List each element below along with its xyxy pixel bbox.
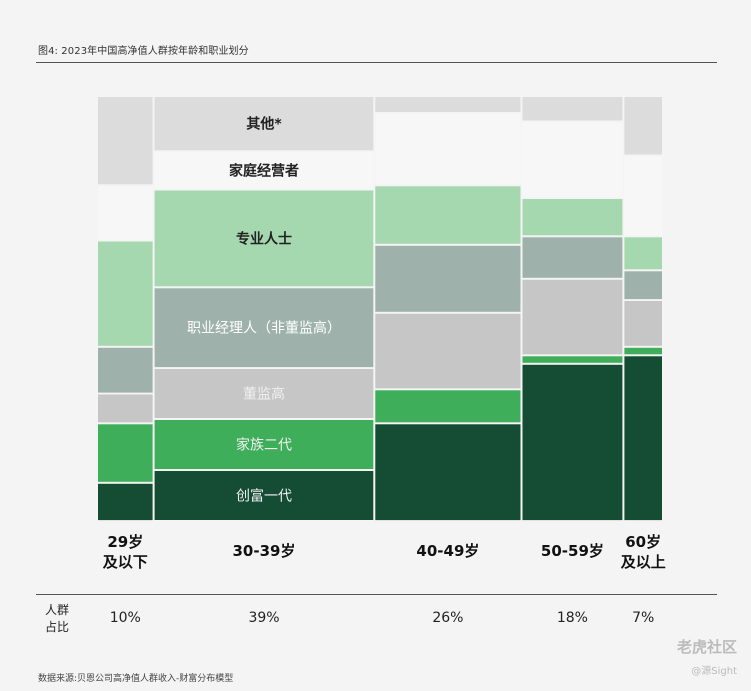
category-label-2: 40-49岁 [416,542,479,560]
segment-label-职业经理人（非董监高）: 职业经理人（非董监高） [187,320,341,337]
segment-label-家族二代: 家族二代 [236,437,292,454]
population-share-0: 10% [110,610,141,626]
title-rule [36,62,717,63]
category-label-0: 29岁 [107,533,143,551]
category-label-4: 60岁 [625,533,661,551]
segment-0-家族二代 [98,424,153,482]
segment-0-专业人士 [98,241,153,346]
population-share-label: 人群占比 [44,603,69,634]
segment-label-董监高: 董监高 [243,386,285,403]
segment-4-专业人士 [624,237,662,270]
segment-3-董监高 [522,279,623,355]
segment-4-家庭经营者 [624,156,662,236]
segment-1-家庭经营者 [154,152,374,189]
segment-0-家庭经营者 [98,186,153,240]
segment-3-职业经理人（非董监高） [522,237,623,278]
segment-2-职业经理人（非董监高） [375,245,521,312]
segment-4-创富一代 [624,356,662,521]
segment-1-专业人士 [154,190,374,287]
segment-2-家庭经营者 [375,114,521,185]
segment-4-职业经理人（非董监高） [624,271,662,300]
segment-3-创富一代 [522,364,623,521]
segment-label-其他*: 其他* [246,116,282,133]
population-share-1: 39% [248,610,279,626]
segment-1-董监高 [154,369,374,418]
category-label-0: 及以下 [103,553,148,571]
segment-0-职业经理人（非董监高） [98,347,153,393]
segment-4-家族二代 [624,347,662,355]
population-share-3: 18% [557,610,588,626]
segment-3-家庭经营者 [522,122,623,197]
category-label-4: 及以上 [621,553,666,571]
segment-label-创富一代: 创富一代 [236,488,292,505]
segment-2-董监高 [375,313,521,389]
segment-0-董监高 [98,394,153,423]
population-share-4: 7% [632,610,654,626]
segment-3-专业人士 [522,199,623,236]
segment-1-创富一代 [154,471,374,520]
segment-1-家族二代 [154,420,374,469]
watermark-brand: 老虎社区 [676,638,737,656]
segment-1-职业经理人（非董监高） [154,288,374,368]
segment-2-创富一代 [375,424,521,521]
segment-2-其他* [375,97,521,112]
chart-title: 图4: 2023年中国高净值人群按年龄和职业划分 [38,46,249,57]
segment-0-创富一代 [98,483,153,521]
segment-4-董监高 [624,301,662,346]
population-share-2: 26% [432,610,463,626]
share-rule [36,594,717,595]
segment-4-其他* [624,97,662,155]
category-label-1: 30-39岁 [233,542,296,560]
segment-3-其他* [522,97,623,121]
segment-label-家庭经营者: 家庭经营者 [229,162,299,179]
segment-label-专业人士: 专业人士 [236,230,292,247]
data-source: 数据来源:贝恩公司高净值人群收入-财富分布模型 [38,674,234,684]
segment-3-家族二代 [522,356,623,363]
segment-0-其他* [98,97,153,185]
segment-2-家族二代 [375,390,521,423]
watermark-author: @源Sight [691,666,737,677]
segment-1-其他* [154,97,374,151]
category-label-3: 50-59岁 [541,542,604,560]
segment-2-专业人士 [375,186,521,244]
